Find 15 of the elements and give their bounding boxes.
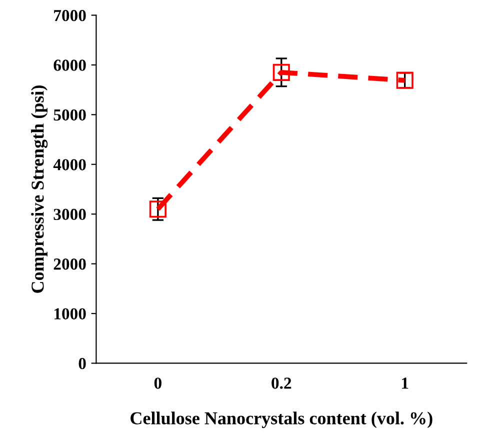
y-tick-label: 4000 — [53, 159, 86, 170]
y-tick-label: 7000 — [54, 10, 86, 22]
x-tick-label: 0 — [154, 378, 162, 389]
x-tick-label: 0.2 — [272, 378, 292, 389]
y-axis-title: Compressive Strength (psi) — [31, 86, 48, 293]
y-tick-label: 1000 — [54, 308, 86, 320]
y-tick-label: 5000 — [54, 109, 86, 121]
point — [149, 200, 166, 218]
y-tick-label: 0 — [78, 358, 86, 370]
point — [272, 64, 290, 81]
y-tick-label: 6000 — [54, 60, 86, 71]
y-tick-label: 3000 — [54, 208, 86, 220]
y-tick-label: 2000 — [54, 258, 86, 270]
x-tick-label: 1 — [402, 378, 408, 389]
x-axis-title: Cellulose Nanocrystals content (vol. %) — [130, 412, 432, 428]
